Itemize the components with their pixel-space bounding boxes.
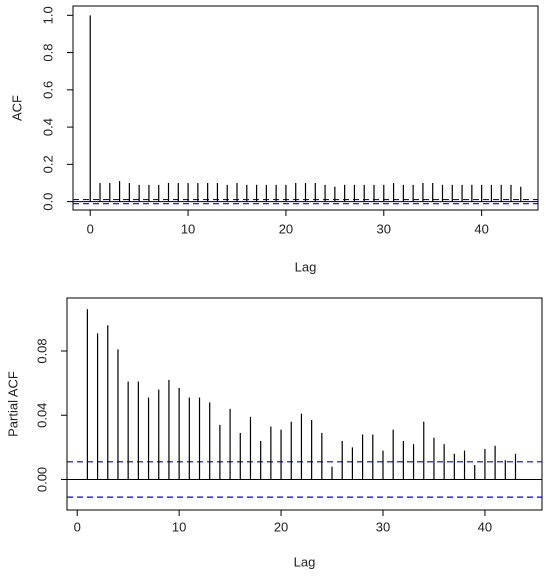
y-tick-label: 0.04 [34,403,49,428]
x-tick-label: 30 [376,519,390,534]
x-axis-label: Lag [294,554,316,569]
y-tick-label: 0.2 [40,155,55,173]
x-tick-label: 30 [377,221,391,236]
x-tick-label: 40 [474,221,488,236]
x-tick-label: 0 [74,519,81,534]
y-axis-label: ACF [9,95,24,121]
plot-frame [72,5,539,211]
x-tick-label: 20 [274,519,288,534]
y-tick-label: 0.4 [40,118,55,136]
y-tick-label: 1.0 [40,6,55,24]
plot-frame [66,297,543,511]
y-tick-label: 0.0 [40,193,55,211]
y-tick-label: 0.08 [34,338,49,363]
x-tick-label: 20 [279,221,293,236]
x-axis-label: Lag [295,259,317,274]
x-tick-label: 0 [87,221,94,236]
x-tick-label: 10 [172,519,186,534]
y-axis-label: Partial ACF [5,371,20,437]
y-tick-label: 0.6 [40,81,55,99]
y-tick-label: 0.00 [34,467,49,492]
x-tick-label: 40 [478,519,492,534]
y-tick-label: 0.8 [40,44,55,62]
x-tick-label: 10 [181,221,195,236]
